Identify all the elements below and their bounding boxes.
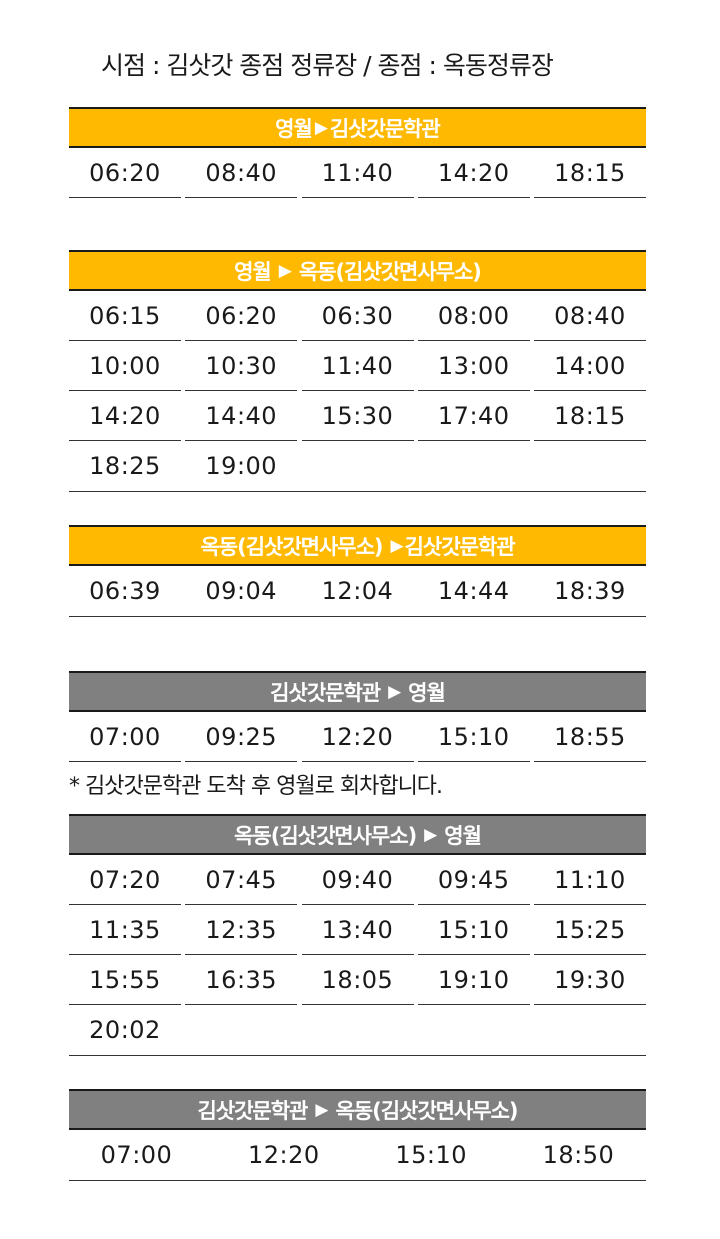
departure-time: 06:39: [89, 577, 161, 605]
departure-time: 08:40: [185, 148, 298, 198]
route-section-yeongwol-to-museum: 영월 ▶ 김삿갓문학관 06:20 08:40 11:40 14:20 18:1…: [69, 107, 646, 198]
departure-time: 18:05: [301, 955, 414, 1005]
route-header: 김삿갓문학관 ▶ 영월: [69, 671, 646, 712]
timetable-grid: 07:00 12:20 15:10 18:50: [69, 1130, 646, 1181]
timetable-grid: 06:20 08:40 11:40 14:20 18:15: [69, 148, 646, 198]
departure-time: 18:50: [542, 1141, 615, 1169]
departure-time: 19:00: [205, 452, 278, 480]
departure-time: 08:00: [417, 291, 530, 341]
departure-time: 06:20: [69, 148, 181, 198]
departure-time: 11:40: [301, 148, 414, 198]
departure-time: 18:15: [534, 148, 646, 198]
timetable-grid: 07:20 07:45 09:40 09:45 11:10 11:35 12:3…: [69, 855, 646, 1056]
empty-cell: [418, 441, 530, 491]
departure-time: 20:02: [89, 1016, 161, 1044]
empty-cell: [534, 1005, 646, 1055]
departure-time: 11:10: [534, 855, 646, 905]
departure-time: 08:40: [534, 291, 646, 341]
departure-time: 10:00: [69, 341, 181, 391]
route-section-okdong-to-yeongwol: 옥동(김삿갓면사무소) ▶ 영월 07:20 07:45 09:40 09:45…: [69, 814, 646, 1056]
route-origin: 영월: [234, 259, 272, 284]
departure-time: 12:20: [301, 712, 414, 762]
route-origin: 영월: [275, 116, 313, 141]
route-destination: 영월: [444, 823, 482, 848]
arrow-right-icon: ▶: [314, 117, 328, 138]
departure-time: 12:04: [321, 577, 394, 605]
departure-time: 06:15: [69, 291, 181, 341]
route-destination: 영월: [408, 680, 446, 705]
route-destination: 김삿갓문학관: [329, 116, 441, 141]
departure-time: 18:55: [534, 712, 646, 762]
departure-time: 07:20: [69, 855, 181, 905]
departure-time: 13:40: [301, 905, 414, 955]
departure-time: 07:00: [69, 712, 181, 762]
departure-time: 19:10: [417, 955, 530, 1005]
departure-time: 14:20: [417, 148, 530, 198]
empty-cell: [534, 441, 646, 491]
arrow-right-icon: ▶: [388, 681, 401, 702]
route-header: 영월 ▶ 옥동(김삿갓면사무소): [69, 250, 646, 291]
route-destination: 김삿갓문학관: [404, 534, 516, 559]
departure-time: 18:25: [89, 452, 161, 480]
empty-cell: [302, 441, 414, 491]
departure-time: 10:30: [185, 341, 298, 391]
departure-time: 14:00: [534, 341, 646, 391]
arrow-right-icon: ▶: [390, 535, 404, 556]
empty-cell: [302, 1005, 414, 1055]
arrow-right-icon: ▶: [424, 824, 437, 845]
departure-time: 07:00: [100, 1141, 173, 1169]
departure-time: 18:15: [534, 391, 646, 441]
route-origin: 김삿갓문학관: [270, 680, 381, 705]
route-destination: 옥동(김삿갓면사무소): [335, 1098, 518, 1123]
departure-time: 06:20: [185, 291, 298, 341]
route-header: 김삿갓문학관 ▶ 옥동(김삿갓면사무소): [69, 1089, 646, 1130]
arrow-right-icon: ▶: [315, 1099, 328, 1120]
route-origin: 옥동(김삿갓면사무소): [234, 823, 417, 848]
route-section-yeongwol-to-okdong: 영월 ▶ 옥동(김삿갓면사무소) 06:15 06:20 06:30 08:00…: [69, 250, 646, 492]
departure-time: 15:55: [69, 955, 181, 1005]
route-section-okdong-to-museum: 옥동(김삿갓면사무소) ▶ 김삿갓문학관 06:39 09:04 12:04 1…: [69, 525, 646, 617]
departure-time: 09:25: [185, 712, 298, 762]
departure-time: 16:35: [185, 955, 298, 1005]
departure-time: 09:40: [301, 855, 414, 905]
departure-time: 14:20: [69, 391, 181, 441]
departure-time: 11:35: [69, 905, 181, 955]
departure-time: 15:30: [301, 391, 414, 441]
departure-time: 07:45: [185, 855, 298, 905]
departure-time: 11:40: [301, 341, 414, 391]
route-destination: 옥동(김삿갓면사무소): [298, 259, 482, 284]
arrow-right-icon: ▶: [278, 260, 292, 281]
departure-time: 13:00: [417, 341, 530, 391]
departure-time: 18:39: [554, 577, 626, 605]
departure-time: 15:25: [534, 905, 646, 955]
departure-time: 14:40: [185, 391, 298, 441]
departure-time: 06:30: [301, 291, 414, 341]
route-header: 옥동(김삿갓면사무소) ▶ 영월: [69, 814, 646, 855]
timetable-grid: 06:15 06:20 06:30 08:00 08:40 10:00 10:3…: [69, 291, 646, 492]
empty-cell: [418, 1005, 530, 1055]
return-note: * 김삿갓문학관 도착 후 영월로 회차합니다.: [69, 774, 443, 799]
route-origin: 김삿갓문학관: [197, 1098, 308, 1123]
departure-time: 14:44: [437, 577, 510, 605]
departure-time: 12:35: [185, 905, 298, 955]
route-origin: 옥동(김삿갓면사무소): [200, 534, 383, 559]
route-section-museum-to-yeongwol: 김삿갓문학관 ▶ 영월 07:00 09:25 12:20 15:10 18:5…: [69, 671, 646, 762]
departure-time: 15:10: [417, 905, 530, 955]
departure-time: 17:40: [417, 391, 530, 441]
departure-time: 09:45: [417, 855, 530, 905]
empty-cell: [185, 1005, 297, 1055]
timetable-grid: 07:00 09:25 12:20 15:10 18:55: [69, 712, 646, 762]
route-header: 영월 ▶ 김삿갓문학관: [69, 107, 646, 148]
departure-time: 09:04: [205, 577, 278, 605]
page-title: 시점 : 김삿갓 종점 정류장 / 종점 : 옥동정류장: [101, 51, 554, 80]
departure-time: 15:10: [417, 712, 530, 762]
route-section-museum-to-okdong: 김삿갓문학관 ▶ 옥동(김삿갓면사무소) 07:00 12:20 15:10 1…: [69, 1089, 646, 1181]
timetable-grid: 06:39 09:04 12:04 14:44 18:39: [69, 566, 646, 617]
route-header: 옥동(김삿갓면사무소) ▶ 김삿갓문학관: [69, 525, 646, 566]
departure-time: 12:20: [247, 1141, 320, 1169]
departure-time: 19:30: [534, 955, 646, 1005]
departure-time: 15:10: [395, 1141, 467, 1169]
